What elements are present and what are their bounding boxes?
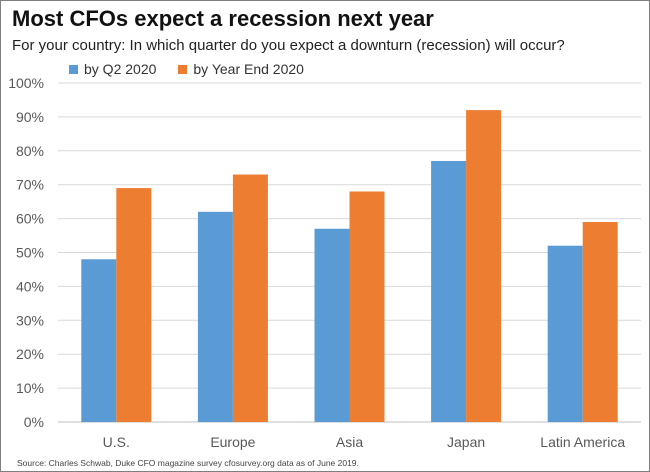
legend-label-year-end-2020: by Year End 2020: [193, 61, 304, 77]
y-tick-label: 100%: [8, 75, 44, 91]
y-axis-ticks: 0% 10% 20% 30% 40% 50% 60% 70% 80% 90% 100%: [8, 75, 44, 430]
y-tick-label: 80%: [16, 143, 44, 159]
bar-year-end-2020: [232, 174, 268, 422]
y-tick-label: 30%: [16, 312, 44, 328]
bar-year-end-2020: [466, 110, 502, 423]
bar-year-end-2020: [582, 221, 618, 422]
chart-subtitle: For your country: In which quarter do yo…: [12, 37, 565, 54]
legend-swatch-q2-2020: [69, 64, 78, 74]
bar-q2-2020: [197, 211, 233, 422]
y-tick-label: 70%: [16, 177, 44, 193]
x-axis-ticks: U.S. Europe Asia Japan Latin America: [103, 434, 626, 450]
bar-q2-2020: [431, 160, 467, 422]
chart-title: Most CFOs expect a recession next year: [12, 6, 434, 31]
bar-q2-2020: [314, 228, 350, 422]
bar-year-end-2020: [349, 191, 385, 422]
bar-q2-2020: [81, 259, 117, 422]
y-tick-label: 90%: [16, 109, 44, 125]
x-tick-label: Europe: [210, 434, 255, 450]
x-tick-label: Latin America: [540, 434, 625, 450]
legend: by Q2 2020 by Year End 2020: [69, 61, 304, 77]
y-tick-label: 40%: [16, 278, 44, 294]
y-tick-label: 10%: [16, 380, 44, 396]
x-tick-label: U.S.: [103, 434, 130, 450]
y-tick-label: 20%: [16, 346, 44, 362]
bars: [81, 110, 618, 423]
x-tick-label: Japan: [447, 434, 485, 450]
legend-swatch-year-end-2020: [178, 64, 188, 74]
source-note: Source: Charles Schwab, Duke CFO magazin…: [17, 458, 359, 468]
legend-item-q2-2020: by Q2 2020: [69, 61, 156, 77]
y-tick-label: 0%: [24, 414, 44, 430]
legend-item-year-end-2020: by Year End 2020: [178, 61, 304, 77]
y-tick-label: 50%: [16, 245, 44, 261]
y-tick-label: 60%: [16, 211, 44, 227]
x-tick-label: Asia: [336, 434, 363, 450]
bar-year-end-2020: [116, 188, 152, 422]
legend-label-q2-2020: by Q2 2020: [84, 61, 157, 77]
bar-q2-2020: [547, 245, 583, 422]
